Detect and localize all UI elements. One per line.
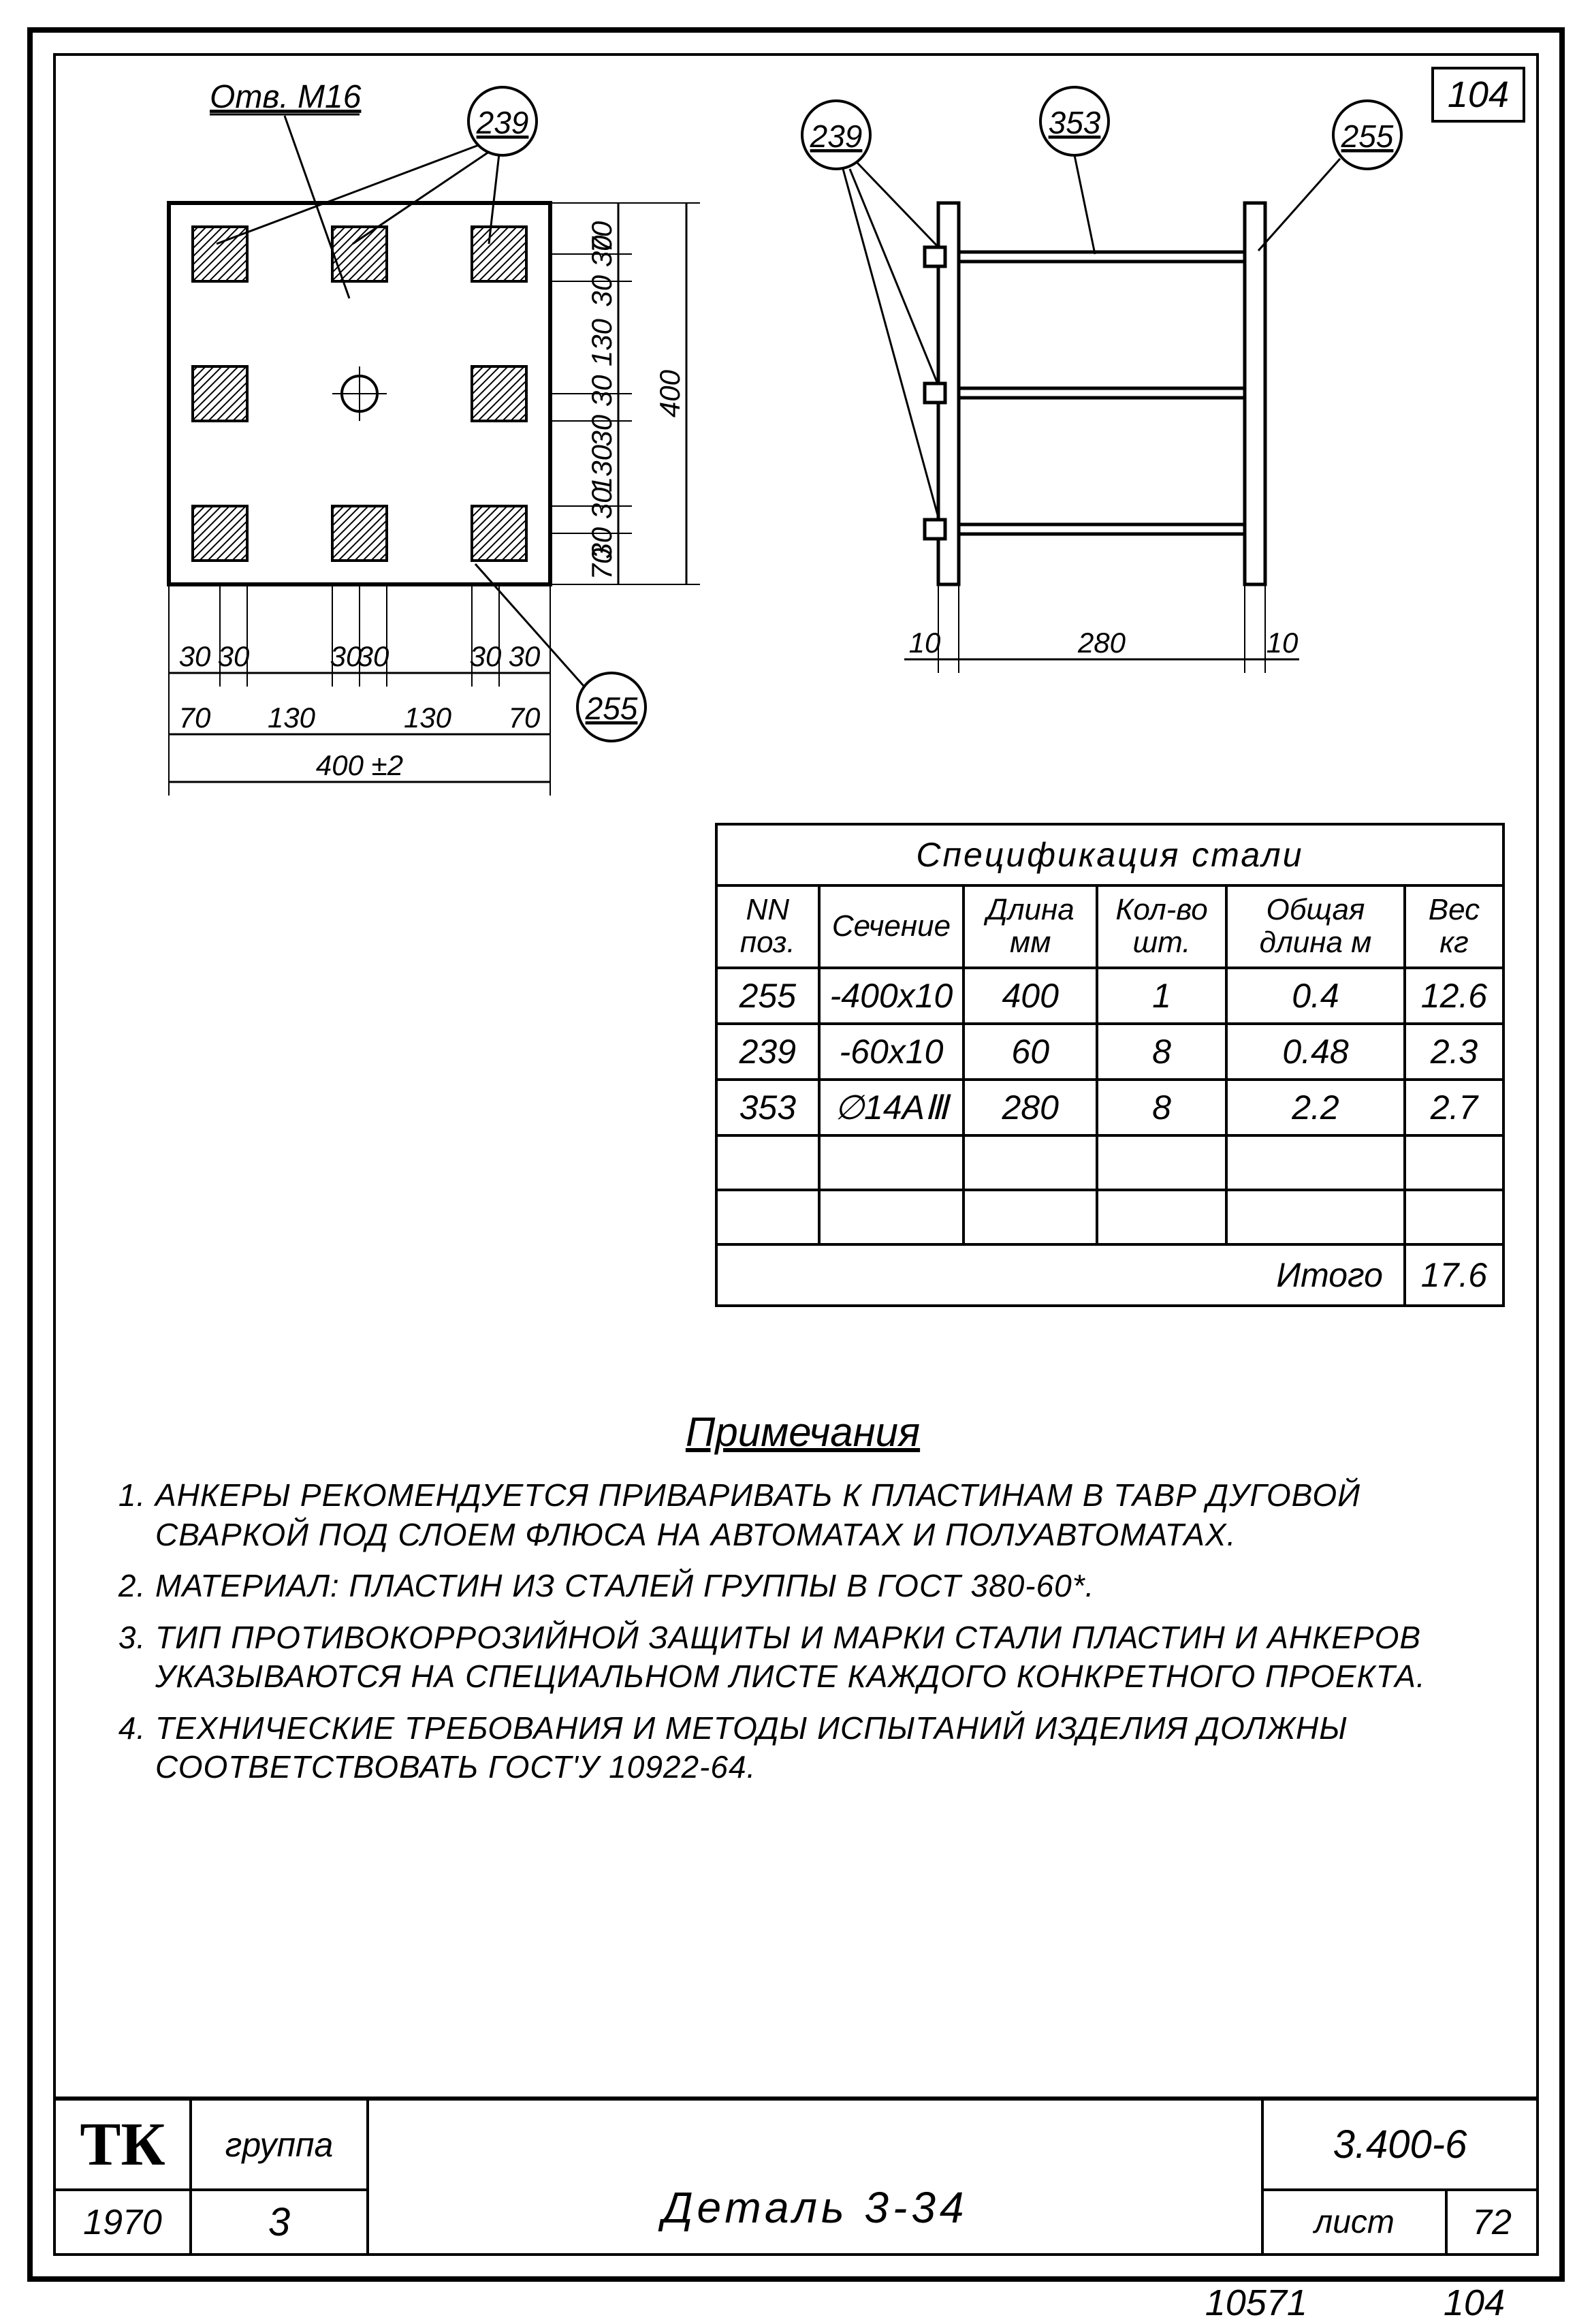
hole-label: Отв. М16 [210,79,362,115]
svg-text:400 ±2: 400 ±2 [316,749,403,781]
page-number-top: 104 [1431,67,1525,123]
svg-text:70: 70 [509,702,541,734]
plate-right [1245,203,1265,584]
spec-title: Спецификация стали [716,824,1503,885]
drawing-sheet: 104 Отв. М16 239 [27,27,1565,2282]
svg-text:130: 130 [586,444,618,492]
svg-text:70: 70 [179,702,211,734]
svg-text:30: 30 [218,640,250,672]
svg-text:130: 130 [404,702,452,734]
note-item: Материал: пластин из сталей группы В ГОС… [155,1567,1491,1606]
svg-text:30: 30 [179,640,211,672]
notes-block: Примечания Анкеры рекомендуется приварив… [114,1409,1491,1800]
svg-text:70: 70 [586,548,618,580]
svg-text:239: 239 [476,105,529,140]
note-item: Анкеры рекомендуется приваривать к пласт… [155,1476,1491,1554]
svg-text:400: 400 [654,369,686,418]
svg-text:255: 255 [585,691,638,726]
drawing-area: Отв. М16 239 [74,74,1518,823]
bottom-num-left: 10571 [1205,2282,1307,2324]
notes-list: Анкеры рекомендуется приваривать к пласт… [114,1476,1491,1787]
svg-text:255: 255 [1341,119,1394,154]
bottom-numbers: 10571 104 [1205,2282,1505,2324]
spec-row: 353∅14АⅢ280 82.22.7 [716,1080,1503,1135]
tk-mark: ТК [56,2101,189,2191]
side-view: 239 353 255 [754,74,1503,755]
front-view: Отв. М16 239 [74,74,754,836]
svg-text:130: 130 [268,702,316,734]
anchor-bars [925,247,1245,539]
note-item: Тип противокоррозийной защиты и марки ст… [155,1618,1491,1697]
spec-row: 239-60х1060 80.482.3 [716,1024,1503,1080]
notes-title: Примечания [114,1409,1491,1456]
weld-pads [193,227,526,561]
svg-text:30: 30 [470,640,502,672]
tk-year: 1970 [56,2191,189,2253]
svg-text:10: 10 [1267,627,1299,659]
svg-text:30: 30 [509,640,541,672]
spec-table: Спецификация стали NN поз. Сечение Длина… [715,823,1505,1307]
drawing-name: Деталь 3-34 [369,2101,1264,2253]
drawing-code: 3.400-6 [1264,2101,1536,2191]
group-label: группа [192,2101,366,2191]
sheet-number: 72 [1448,2191,1536,2253]
note-item: Технические требования и методы испытани… [155,1709,1491,1787]
spec-row: 255-400х10400 10.412.6 [716,968,1503,1024]
title-block: ТК 1970 группа 3 Деталь 3-34 3.400-6 лис… [56,2097,1536,2253]
svg-text:30 30: 30 30 [586,235,618,307]
svg-text:280: 280 [1077,627,1126,659]
svg-text:30 30: 30 30 [586,375,618,447]
svg-text:353: 353 [1049,105,1101,140]
svg-text:10: 10 [909,627,941,659]
sheet-label: лист [1264,2191,1448,2253]
svg-text:130: 130 [586,318,618,366]
bottom-num-right: 104 [1444,2282,1505,2324]
group-value: 3 [192,2191,366,2253]
svg-text:239: 239 [810,119,863,154]
svg-text:30: 30 [357,640,389,672]
